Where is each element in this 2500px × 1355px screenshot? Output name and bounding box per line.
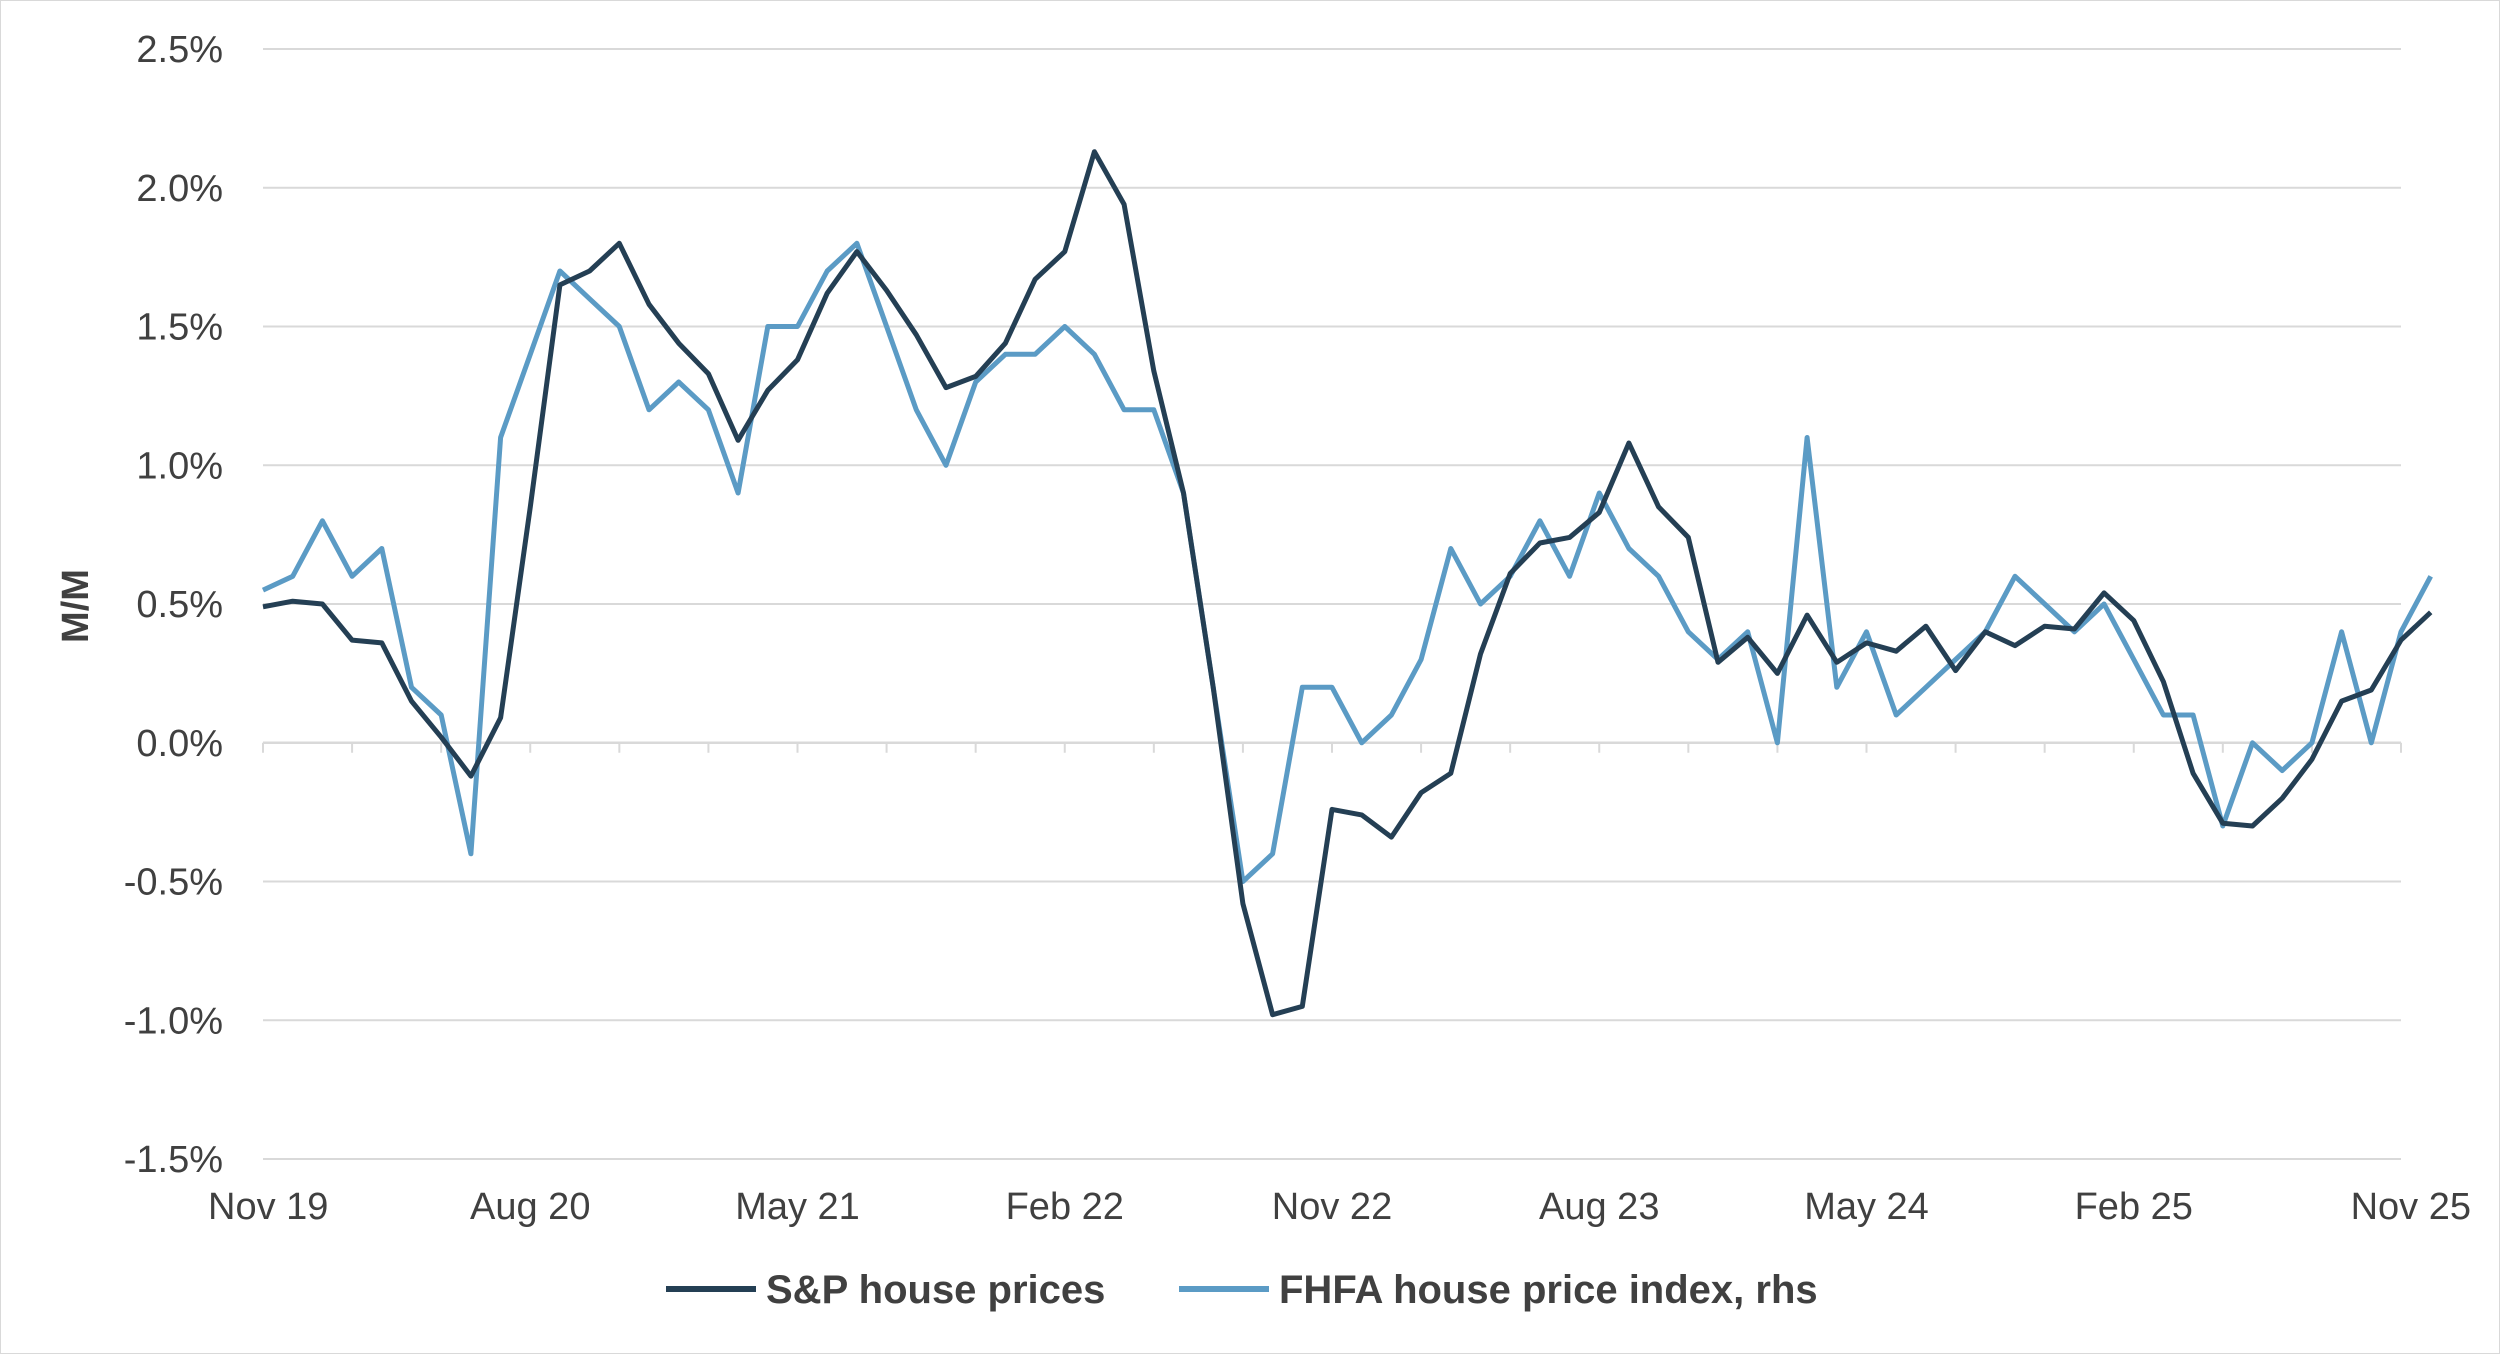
legend-label-sp: S&P house prices	[766, 1268, 1105, 1312]
y-tick-label: 2.0%	[136, 168, 223, 210]
series-line-fhfa	[261, 240, 2433, 884]
y-axis-title: M/M	[55, 569, 97, 643]
x-tick-labels: Nov 19 Aug 20 May 21 Feb 22 Nov 22 Aug 23 May …	[208, 1186, 2471, 1228]
series-line-sp	[262, 149, 2433, 1018]
x-tick-label: Feb 22	[1006, 1186, 1124, 1228]
x-tick-label: Aug 20	[470, 1186, 590, 1228]
y-tick-labels: 2.5% 2.0% 1.5% 1.0% 0.5% 0.0% -0.5% -1.0% -1.5%	[124, 29, 223, 1181]
x-tick-label: Nov 22	[1272, 1186, 1392, 1228]
x-tick-label: Aug 23	[1539, 1186, 1659, 1228]
y-tick-label: 0.0%	[136, 723, 223, 765]
x-tick-label: May 24	[1804, 1186, 1929, 1228]
legend: S&P house prices FHFA house price index,…	[666, 1268, 1818, 1312]
y-tick-label: -1.5%	[124, 1139, 223, 1181]
y-tick-label: 0.5%	[136, 584, 223, 626]
y-tick-label: 1.0%	[136, 445, 223, 487]
x-tick-label: May 21	[735, 1186, 860, 1228]
y-tick-label: -0.5%	[124, 862, 223, 904]
y-tick-label: 2.5%	[136, 29, 223, 71]
y-tick-label: -1.0%	[124, 1000, 223, 1042]
x-tick-label: Nov 25	[2351, 1186, 2471, 1228]
x-tick-label: Nov 19	[208, 1186, 328, 1228]
x-tick-label: Feb 25	[2075, 1186, 2193, 1228]
series-lines	[261, 149, 2433, 1018]
y-tick-label: 1.5%	[136, 307, 223, 349]
gridlines	[262, 48, 2402, 1160]
legend-label-fhfa: FHFA house price index, rhs	[1279, 1268, 1818, 1312]
